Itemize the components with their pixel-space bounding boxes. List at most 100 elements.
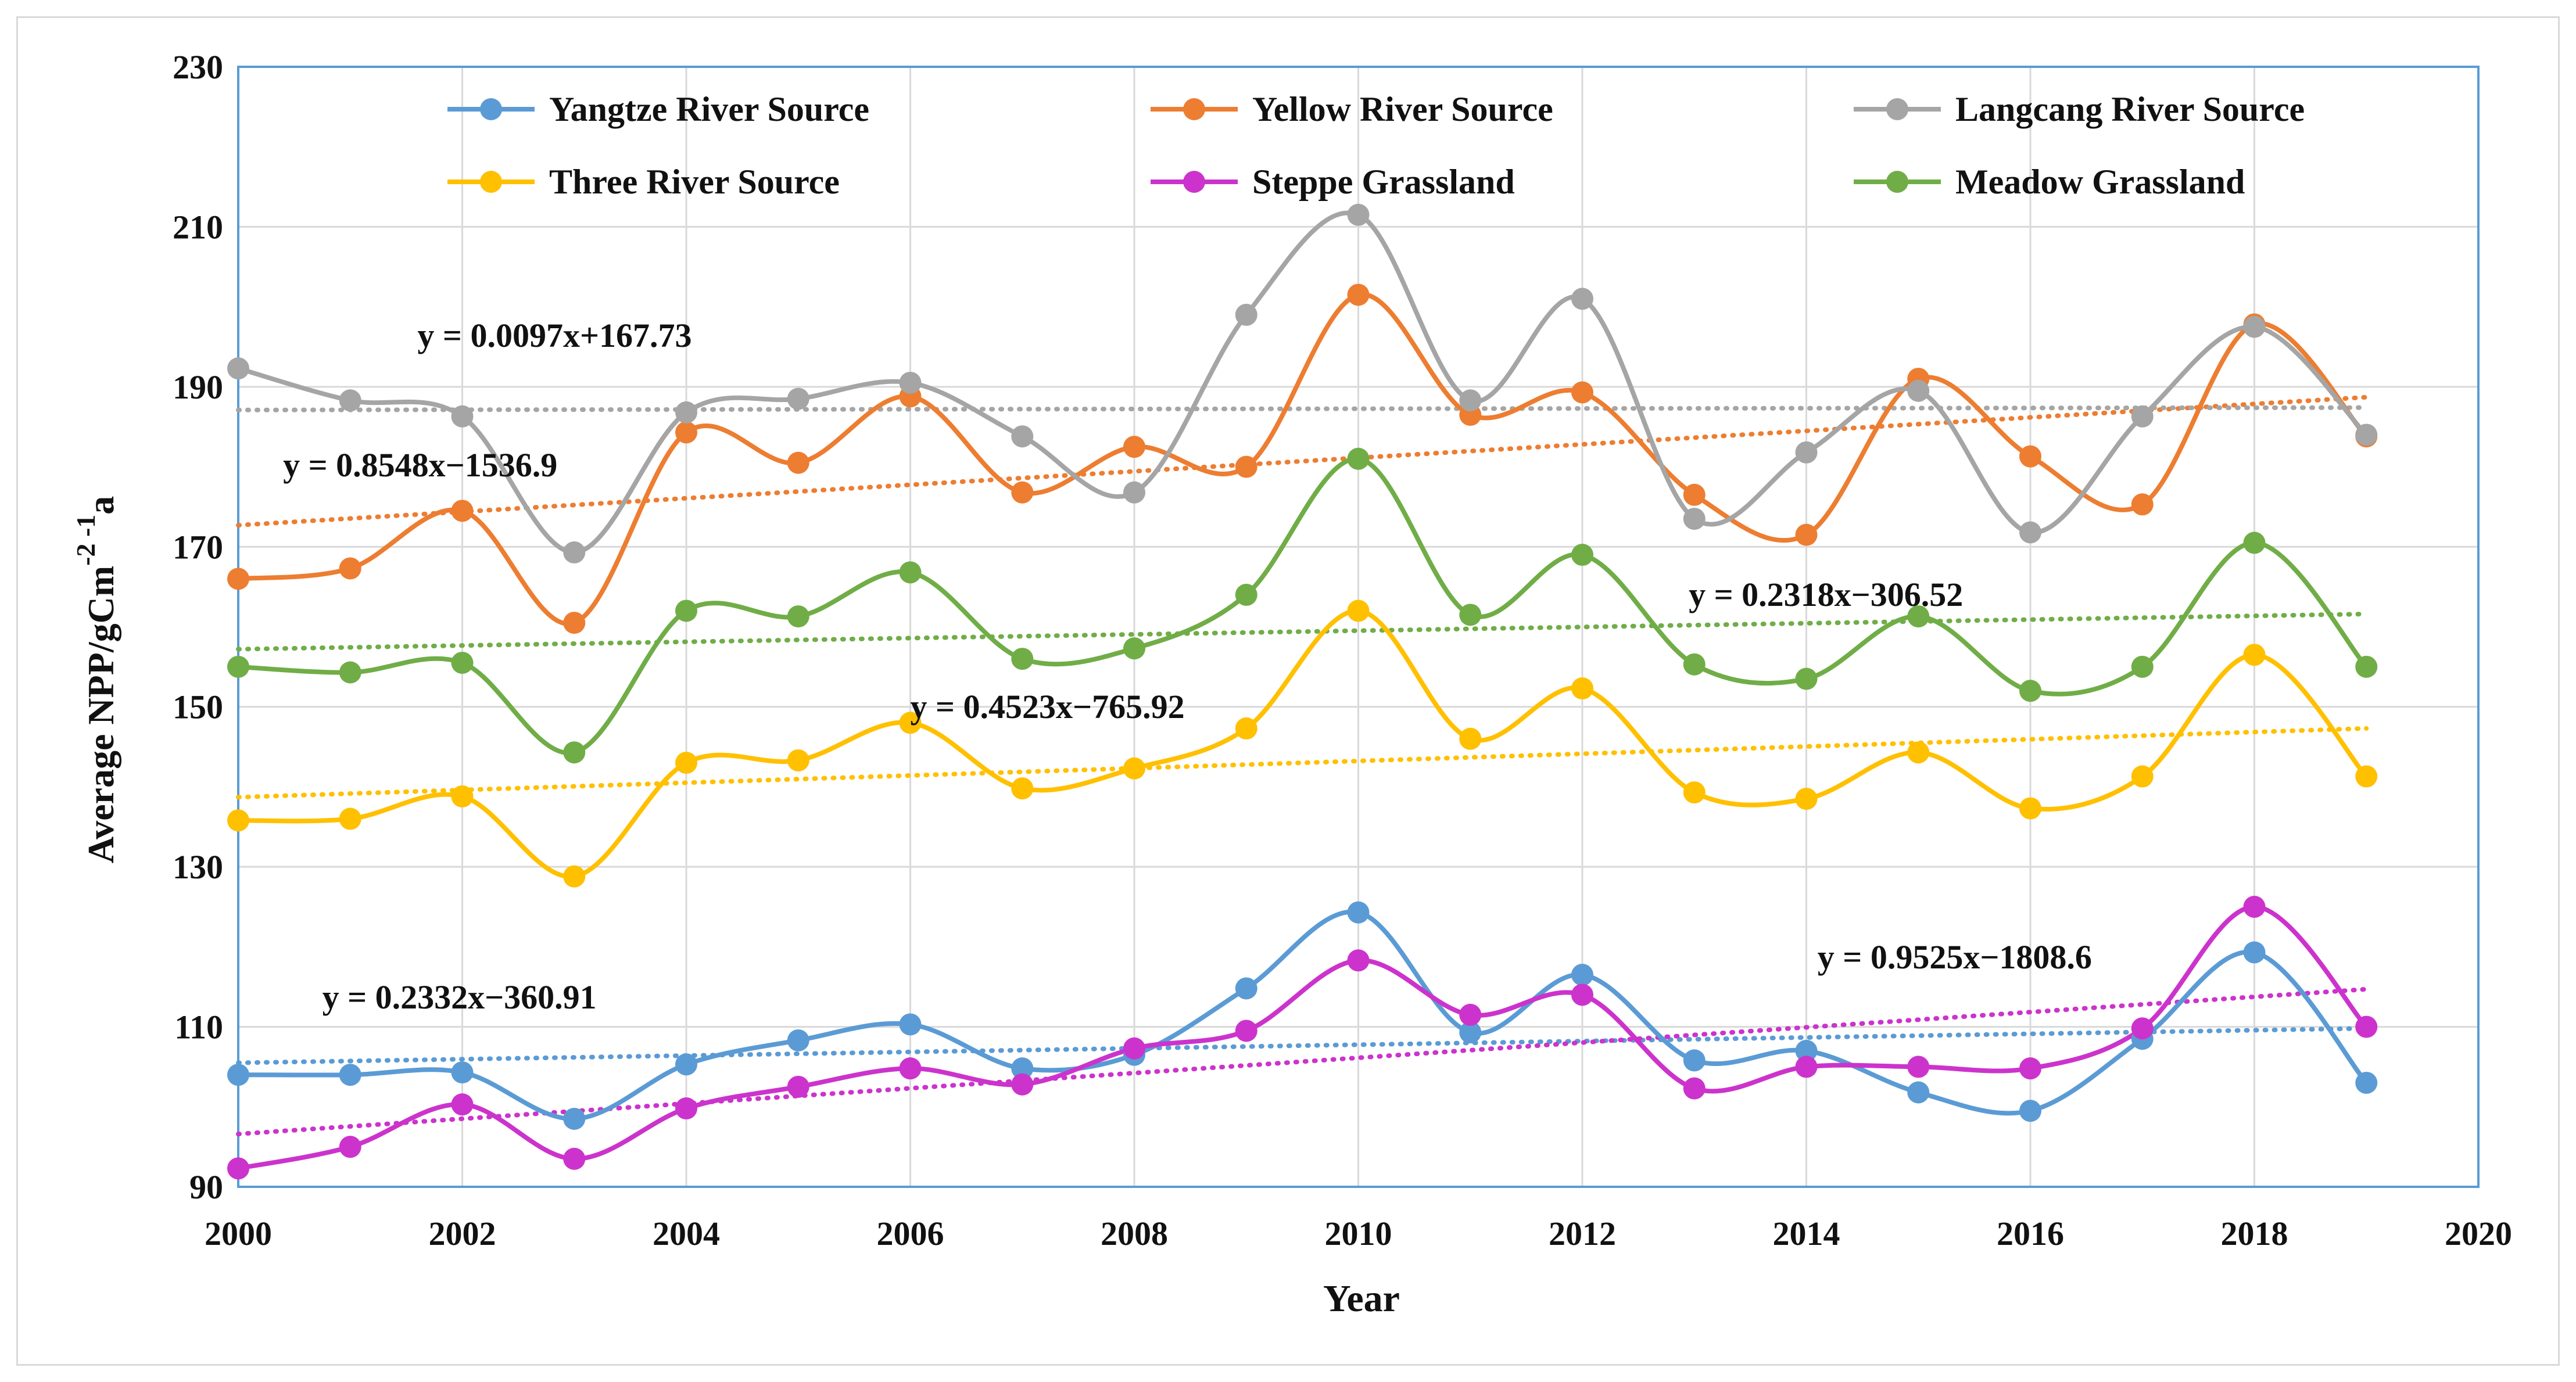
langcang-river-source-point	[2131, 405, 2154, 428]
trendline-equation: y = 0.4523x−765.92	[911, 688, 1185, 726]
legend-langcang-river-source-marker	[1886, 98, 1908, 120]
langcang-river-source-point	[1123, 481, 1145, 504]
x-tick-label: 2004	[653, 1215, 720, 1252]
langcang-river-source-point	[1011, 425, 1034, 448]
steppe-grassland-point	[227, 1157, 249, 1180]
yangtze-river-source-point	[787, 1029, 809, 1051]
steppe-grassland-point	[2131, 1017, 2154, 1040]
langcang-river-source-point	[899, 371, 922, 394]
three-river-source-point	[339, 807, 361, 830]
meadow-grassland-point	[2019, 680, 2041, 702]
yellow-river-source-point	[451, 500, 474, 522]
langcang-river-source-point	[2355, 423, 2378, 446]
three-river-source-point	[899, 712, 922, 734]
yangtze-river-source-point	[563, 1107, 586, 1130]
yellow-river-source-point	[2131, 493, 2154, 516]
meadow-grassland-point	[1123, 637, 1145, 660]
yangtze-river-source-point	[2243, 941, 2266, 964]
three-river-source-point	[1459, 727, 1482, 750]
langcang-river-source-point	[675, 401, 697, 423]
three-river-source-point	[2131, 765, 2154, 788]
meadow-grassland-point	[1235, 583, 1257, 606]
yangtze-river-source-point	[2355, 1071, 2378, 1094]
meadow-grassland-point	[1907, 605, 1930, 628]
y-axis-label-main: Average NPP/gCm	[80, 566, 121, 863]
steppe-grassland-point	[451, 1093, 474, 1116]
y-axis-label: Average NPP/gCm-2 -1a	[71, 496, 121, 864]
steppe-grassland-point	[675, 1097, 697, 1120]
meadow-grassland-point	[787, 605, 809, 628]
legend-steppe-grassland-label: Steppe Grassland	[1252, 163, 1515, 201]
three-river-source-trendline	[236, 726, 2369, 800]
three-river-source-point	[1907, 741, 1930, 764]
legend-meadow-grassland-label: Meadow Grassland	[1955, 163, 2245, 201]
yellow-river-source-trendline	[236, 394, 2369, 528]
meadow-grassland-point	[227, 655, 249, 678]
y-tick-label: 210	[173, 208, 223, 246]
langcang-river-source-point	[787, 387, 809, 410]
yangtze-river-source-point	[1907, 1081, 1930, 1104]
plot-area-border	[237, 66, 2480, 1188]
yellow-river-source-point	[1347, 283, 1370, 306]
yangtze-river-source-trendline	[236, 1026, 2369, 1065]
steppe-grassland-point	[1123, 1037, 1145, 1060]
y-tick-label: 230	[173, 48, 223, 86]
meadow-grassland-point	[1459, 604, 1482, 626]
langcang-river-source-point	[451, 405, 474, 428]
steppe-grassland-point	[2355, 1015, 2378, 1038]
meadow-grassland-point	[675, 600, 697, 622]
legend-yangtze-river-source-marker	[480, 98, 502, 120]
legend-three-river-source-label: Three River Source	[549, 163, 840, 201]
yellow-river-source-point	[1235, 455, 1257, 478]
x-tick-label: 2012	[1549, 1215, 1616, 1252]
langcang-river-source-point	[1683, 508, 1706, 530]
yangtze-river-source-point	[1571, 964, 1593, 986]
yangtze-river-source-point	[2019, 1100, 2041, 1122]
meadow-grassland-point	[2131, 655, 2154, 678]
three-river-source-point	[2355, 765, 2378, 788]
yellow-river-source-point	[1571, 381, 1593, 404]
x-tick-label: 2014	[1773, 1215, 1840, 1252]
y-tick-label: 170	[173, 528, 223, 566]
trendline-equation: y = 0.0097x+167.73	[417, 317, 692, 354]
steppe-grassland-trendline	[236, 986, 2369, 1137]
yellow-river-source-point	[1795, 523, 1818, 546]
yellow-river-source-point	[227, 568, 249, 590]
yellow-river-source-point	[339, 557, 361, 580]
x-axis-label: Year	[1323, 1277, 1400, 1320]
langcang-river-source-point	[2019, 521, 2041, 544]
meadow-grassland-point	[1795, 667, 1818, 690]
steppe-grassland-point	[339, 1136, 361, 1158]
trendline-equation: y = 0.9525x−1808.6	[1818, 938, 2092, 976]
yangtze-river-source-point	[451, 1061, 474, 1084]
x-tick-label: 2020	[2445, 1215, 2512, 1252]
legend-meadow-grassland-marker	[1886, 171, 1908, 193]
yangtze-river-source-point	[1011, 1057, 1034, 1080]
yellow-river-source-point	[563, 612, 586, 634]
meadow-grassland-point	[451, 651, 474, 674]
meadow-grassland-point	[2243, 532, 2266, 554]
meadow-grassland-point	[1011, 648, 1034, 670]
three-river-source-point	[675, 752, 697, 774]
steppe-grassland-point	[1011, 1073, 1034, 1096]
meadow-grassland-point	[899, 561, 922, 584]
three-river-source-point	[2019, 797, 2041, 820]
y-tick-label: 90	[189, 1168, 223, 1206]
legend-yangtze-river-source-label: Yangtze River Source	[549, 90, 869, 128]
steppe-grassland-point	[1795, 1056, 1818, 1078]
trendline-equation: y = 0.2318x−306.52	[1689, 576, 1963, 613]
langcang-river-source-point	[339, 389, 361, 412]
yangtze-river-source-point	[1347, 901, 1370, 924]
three-river-source-point	[1011, 777, 1034, 800]
steppe-grassland-point	[899, 1057, 922, 1080]
steppe-grassland-point	[1347, 949, 1370, 972]
yellow-river-source-point	[675, 421, 697, 444]
yangtze-river-source-point	[1795, 1039, 1818, 1062]
x-tick-label: 2018	[2221, 1215, 2288, 1252]
steppe-grassland-point	[2019, 1057, 2041, 1080]
steppe-grassland-point	[1571, 983, 1593, 1006]
x-tick-label: 2016	[1997, 1215, 2064, 1252]
langcang-river-source-line	[237, 210, 2369, 555]
y-tick-label: 110	[174, 1008, 223, 1046]
